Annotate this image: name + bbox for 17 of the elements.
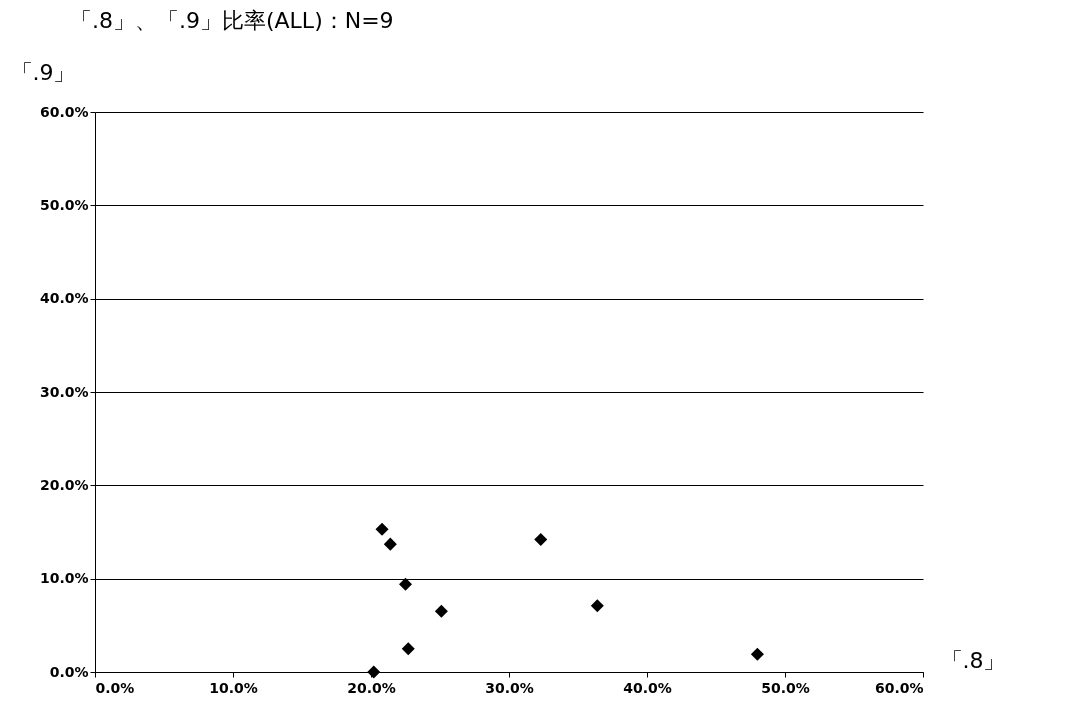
- y-tick-label: 60.0%: [39, 103, 89, 120]
- y-tick-label: 30.0%: [39, 383, 89, 400]
- y-tick-label: 20.0%: [39, 476, 89, 493]
- x-tick-label: 30.0%: [485, 679, 534, 696]
- x-axis-title: 「.8」: [940, 647, 1006, 673]
- y-tick-label: 0.0%: [49, 663, 89, 680]
- y-tick-label: 50.0%: [39, 196, 89, 213]
- x-tick-label: 0.0%: [95, 679, 135, 696]
- x-tick-label: 50.0%: [761, 679, 810, 696]
- x-tick-label: 40.0%: [623, 679, 672, 696]
- x-tick-label: 10.0%: [209, 679, 258, 696]
- y-tick-label: 10.0%: [39, 570, 89, 587]
- x-tick-label: 20.0%: [347, 679, 396, 696]
- y-tick-label: 40.0%: [39, 290, 89, 307]
- chart-title: 「.8」、「.9」比率(ALL)：N=9: [70, 8, 394, 33]
- x-tick-label: 60.0%: [874, 679, 924, 696]
- y-axis-title: 「.9」: [10, 59, 76, 85]
